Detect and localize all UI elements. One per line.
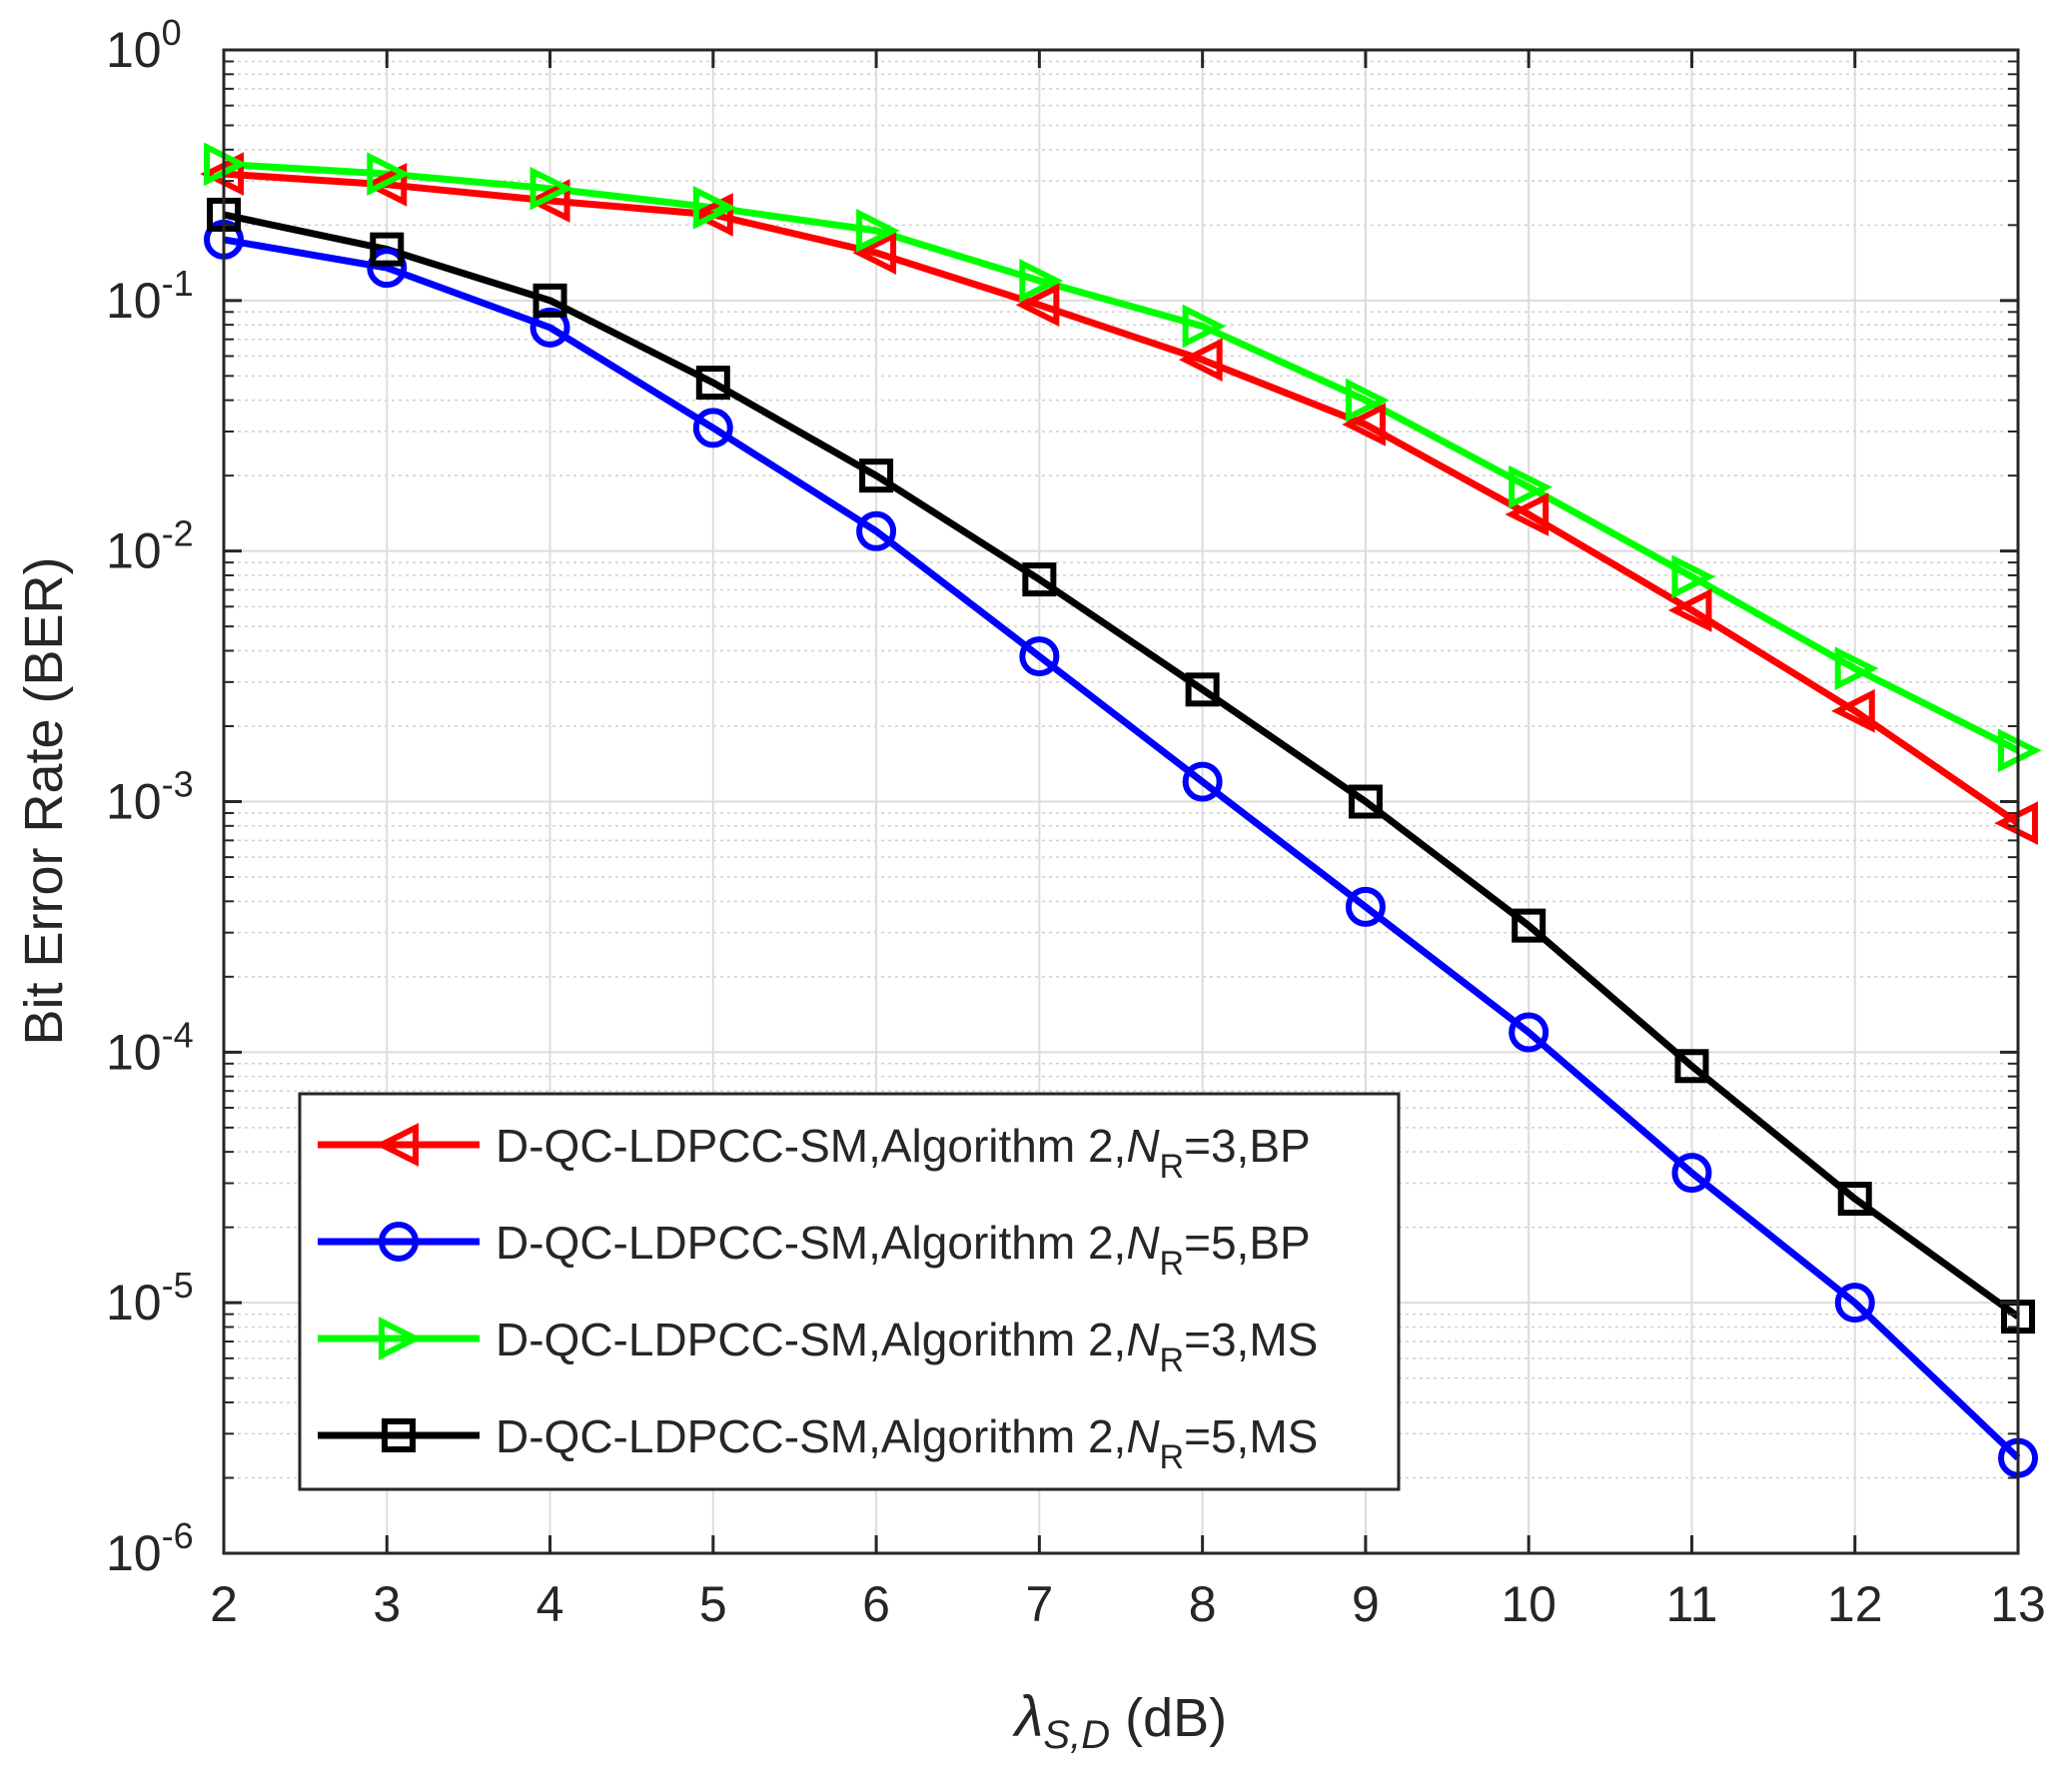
y-tick-label: 100 (106, 12, 182, 78)
x-tick-label: 8 (1189, 1576, 1217, 1632)
data-point (692, 408, 733, 448)
legend-entry-label: D-QC-LDPCC-SM,Algorithm 2,NR=5,MS (496, 1410, 1318, 1476)
data-point (1831, 688, 1875, 733)
y-tick-labels: 100 10-1 10-2 10-3 10-4 10-5 10-6 (106, 12, 194, 1581)
legend-box (298, 1092, 1401, 1491)
data-point (529, 166, 574, 211)
data-point (1509, 1012, 1549, 1053)
legend-entry-label: D-QC-LDPCC-SM,Algorithm 2,NR=3,BP (496, 1120, 1311, 1186)
data-point (1505, 492, 1549, 536)
x-tick-label: 3 (373, 1576, 401, 1632)
x-tick-labels: 2 3 4 5 6 7 8 9 10 11 12 13 (210, 1576, 2046, 1632)
data-point (1019, 259, 1064, 303)
y-axis-label: Bit Error Rate (BER) (14, 556, 74, 1045)
legend-swatch-marker (379, 1317, 423, 1360)
series-line-3 (223, 160, 2020, 754)
data-point (1509, 464, 1552, 509)
data-point (856, 209, 900, 253)
x-tick-label: 13 (1990, 1576, 2046, 1632)
x-axis-label-subscript: S,D (1043, 1713, 1110, 1757)
data-point (1837, 1182, 1872, 1217)
data-point (1667, 588, 1712, 632)
data-point (1345, 886, 1386, 927)
data-point (367, 248, 408, 289)
x-tick-label: 9 (1352, 1576, 1380, 1632)
x-tick-label: 12 (1827, 1576, 1883, 1632)
y-tick-label: 10-6 (106, 1515, 194, 1581)
x-tick-label: 11 (1666, 1576, 1718, 1632)
series-line-4 (223, 211, 2021, 1320)
data-point (1834, 1283, 1875, 1324)
y-tick-label: 10-1 (106, 263, 194, 329)
data-point (689, 193, 733, 237)
series-lines (223, 160, 2021, 1461)
data-point (859, 458, 894, 493)
data-point (1015, 283, 1060, 328)
data-point (852, 231, 897, 275)
data-point (529, 307, 570, 348)
data-point (692, 185, 737, 230)
x-tick-label: 4 (536, 1576, 564, 1632)
legend-entry-label: D-QC-LDPCC-SM,Algorithm 2,NR=3,MS (496, 1314, 1318, 1379)
data-point (1512, 908, 1546, 943)
legend-entry-label: D-QC-LDPCC-SM,Algorithm 2,NR=5,BP (496, 1217, 1311, 1283)
data-point (856, 510, 897, 551)
data-point (367, 152, 411, 196)
data-point (525, 179, 570, 223)
data-point (1182, 761, 1223, 802)
data-point (1182, 304, 1227, 349)
y-tick-label: 10-2 (106, 513, 194, 579)
data-point (1345, 378, 1390, 423)
legend-swatch-marker (382, 1418, 416, 1452)
x-tick-label: 2 (210, 1576, 238, 1632)
data-point (695, 366, 730, 401)
y-tick-label: 10-3 (106, 764, 194, 830)
x-tick-label: 10 (1501, 1576, 1556, 1632)
data-point (1671, 554, 1716, 599)
series-line-2 (223, 236, 2021, 1461)
data-point (1019, 636, 1060, 677)
data-point (1671, 1153, 1712, 1194)
data-point (1178, 338, 1223, 383)
series-line-1 (223, 170, 2020, 826)
x-axis-label-symbol: λ (1012, 1684, 1044, 1749)
data-point (1674, 1049, 1709, 1084)
legend-swatch-marker (375, 1123, 419, 1167)
x-axis-label-unit: (dB) (1110, 1688, 1227, 1748)
data-point (363, 162, 408, 207)
data-point (1348, 784, 1383, 819)
x-tick-label: 6 (862, 1576, 890, 1632)
x-tick-label: 5 (699, 1576, 727, 1632)
data-point (532, 283, 567, 318)
axis-ticks (222, 48, 2020, 1555)
legend-swatch-marker (379, 1222, 419, 1262)
x-axis-label: λS,D (dB) (1012, 1684, 1227, 1757)
data-point (370, 232, 405, 267)
data-point (1185, 672, 1220, 707)
data-point (1342, 403, 1386, 447)
data-point (1834, 646, 1879, 691)
data-point (1022, 562, 1057, 597)
legend: D-QC-LDPCC-SM,Algorithm 2,NR=3,BP D-QC-LD… (298, 1092, 1401, 1491)
y-tick-label: 10-5 (106, 1265, 194, 1331)
y-tick-label: 10-4 (106, 1014, 194, 1080)
x-tick-label: 7 (1025, 1576, 1053, 1632)
